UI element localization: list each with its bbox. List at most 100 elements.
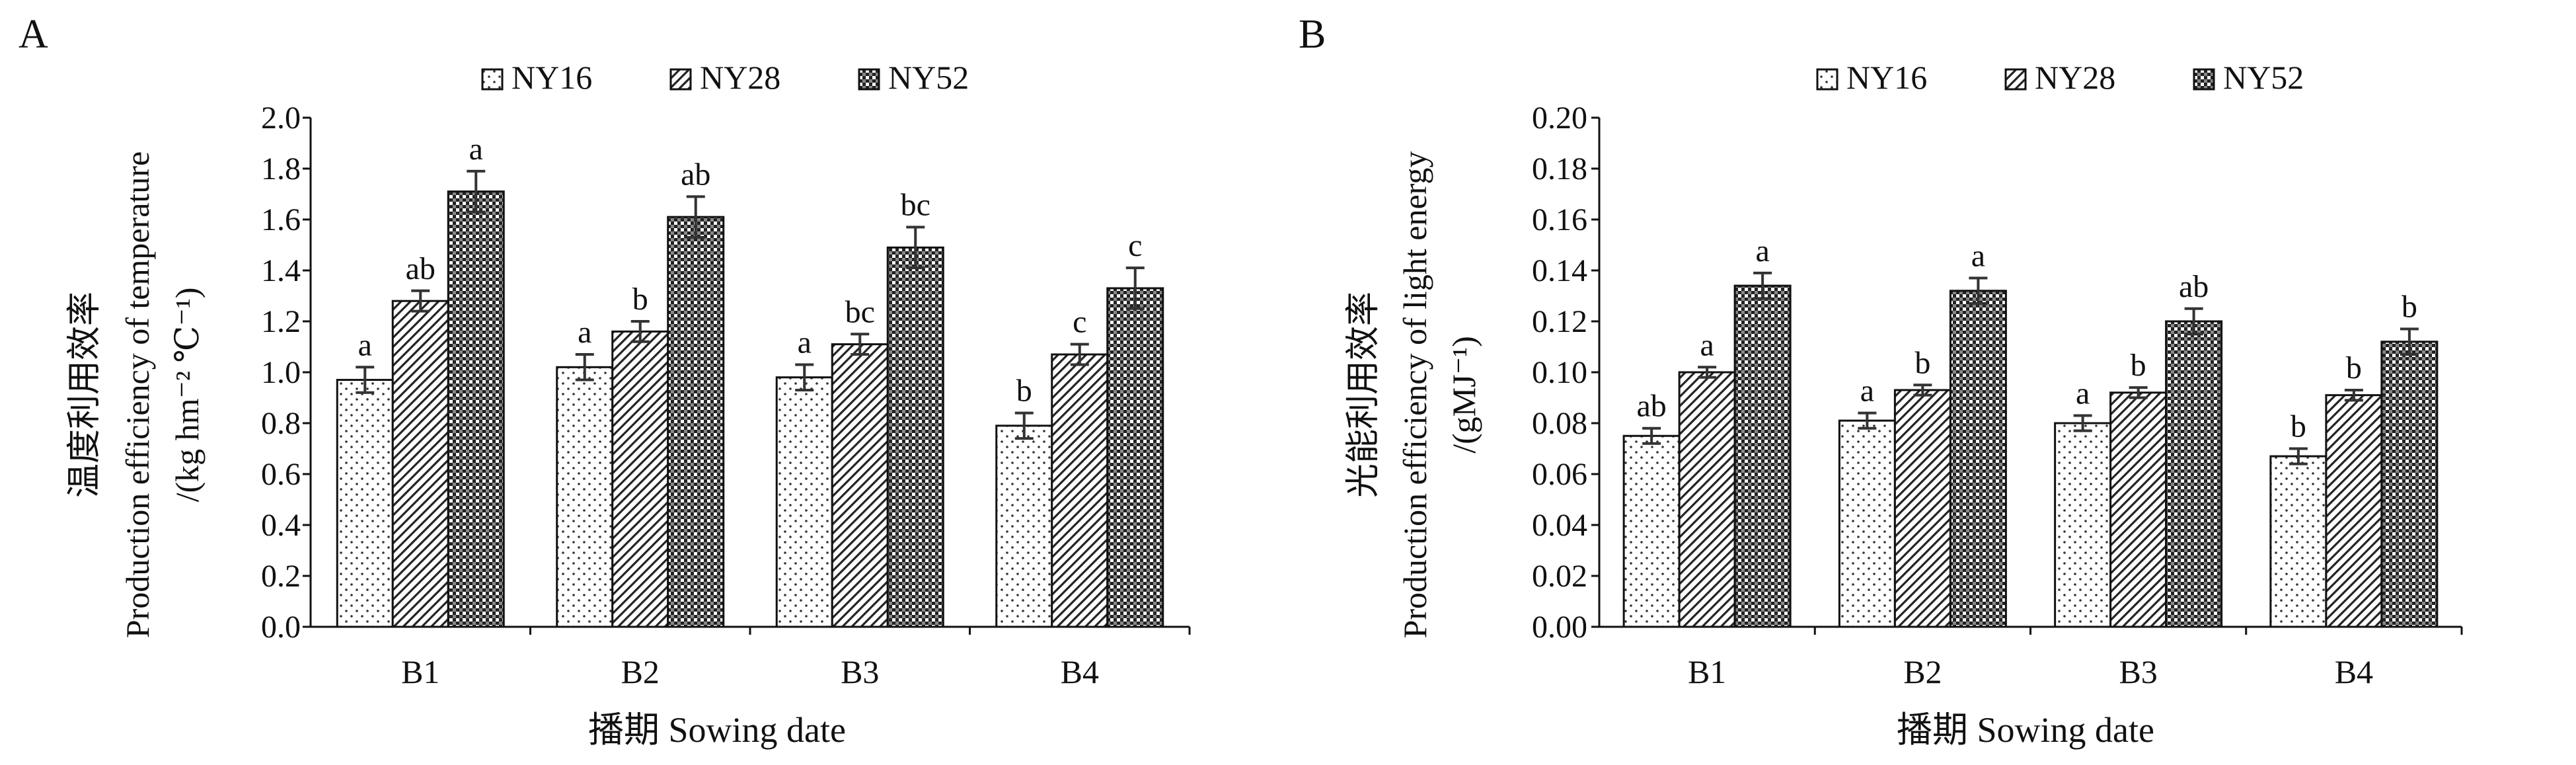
y-tick-label: 0.02 <box>1532 559 1587 594</box>
x-tick-label: B1 <box>1688 653 1726 690</box>
significance-label: ab <box>1636 389 1666 424</box>
bar <box>886 246 944 628</box>
x-tick-label: B2 <box>1903 653 1942 690</box>
legend-label: NY28 <box>700 59 780 96</box>
bar <box>2054 422 2112 628</box>
legend-swatch <box>669 68 692 91</box>
legend-label: NY16 <box>511 59 592 96</box>
bar <box>336 379 394 628</box>
significance-label: ab <box>406 251 436 286</box>
y-axis-title: 光能利用效率 Production efficiency of light en… <box>1345 151 1482 639</box>
significance-label: a <box>358 327 372 362</box>
x-tick-label: B1 <box>401 653 439 690</box>
plot-area: 0.00 0.02 0.04 0.06 0.08 0.10 0.12 0.14 0.16 0.18… <box>1532 101 2463 690</box>
significance-label: ab <box>2179 269 2209 304</box>
x-axis-title: 播期 Sowing date <box>1897 710 2154 750</box>
legend-swatch <box>481 68 504 91</box>
y-axis-title-unit: /(gMJ⁻¹) <box>1445 336 1482 454</box>
y-tick-label: 2.0 <box>261 101 301 136</box>
significance-label: a <box>2076 376 2090 411</box>
significance-label: a <box>1860 374 1874 409</box>
bar <box>556 366 614 628</box>
legend: NY16 NY28 NY52 <box>1816 59 2304 96</box>
bar <box>2165 320 2223 628</box>
significance-label: b <box>1914 345 1930 380</box>
y-tick-label: 0.0 <box>261 610 301 645</box>
bar <box>2325 394 2383 628</box>
y-tick-label: 0.4 <box>261 508 301 543</box>
legend-label: NY52 <box>888 59 969 96</box>
significance-label: a <box>1971 239 1985 274</box>
significance-label: a <box>469 132 483 167</box>
bar <box>611 330 669 628</box>
significance-label: a <box>1755 233 1769 268</box>
y-tick-label: 0.04 <box>1532 508 1587 543</box>
significance-label: c <box>1073 305 1086 340</box>
legend-swatch <box>1816 68 1838 91</box>
legend-label: NY28 <box>2035 59 2115 96</box>
bar <box>2109 391 2168 628</box>
y-tick-label: 1.8 <box>261 151 301 186</box>
y-axis-title-en: Production efficiency of temperature <box>119 151 156 638</box>
x-axis-title: 播期 Sowing date <box>588 710 846 750</box>
bar <box>1893 389 1951 628</box>
bar <box>667 216 725 628</box>
panel-label: B <box>1299 12 1326 57</box>
x-tick-label: B3 <box>2119 653 2157 690</box>
x-tick-label: B3 <box>841 653 879 690</box>
x-tick-label: B4 <box>1061 653 1099 690</box>
significance-label: b <box>2291 409 2306 444</box>
bar <box>2380 341 2439 628</box>
significance-label: c <box>1128 228 1142 263</box>
y-tick-label: 0.16 <box>1532 202 1587 237</box>
bar <box>447 190 505 628</box>
bar <box>1733 284 1792 628</box>
chart-panel-a: A 温度利用效率 Production efficiency of temper… <box>19 12 1191 750</box>
bar <box>775 376 833 628</box>
chart-panel-b: B 光能利用效率 Production efficiency of light … <box>1299 12 2463 750</box>
y-axis-title-cn: 光能利用效率 <box>1345 292 1383 498</box>
y-tick-label: 0.08 <box>1532 406 1587 441</box>
bar <box>1106 287 1164 628</box>
bar <box>2269 455 2328 628</box>
x-tick-label: B4 <box>2335 653 2373 690</box>
bar <box>1678 371 1736 628</box>
y-axis-title-unit: /(kg hm⁻² ℃⁻¹) <box>169 288 206 503</box>
y-tick-label: 0.06 <box>1532 457 1587 492</box>
plot-area: 0.00.20.40.60.81.01.21.41.61.82.0B1aabaB… <box>261 101 1191 690</box>
bar <box>1051 353 1109 628</box>
y-tick-label: 0.20 <box>1532 101 1587 136</box>
panel-label: A <box>19 12 48 57</box>
legend-swatch <box>858 68 880 91</box>
y-tick-label: 1.0 <box>261 355 301 390</box>
y-tick-label: 0.6 <box>261 457 301 492</box>
legend-label: NY16 <box>1846 59 1927 96</box>
y-tick-label: 0.2 <box>261 559 301 594</box>
y-tick-label: 1.6 <box>261 202 301 237</box>
bar <box>995 424 1053 628</box>
y-tick-label: 0.12 <box>1532 304 1587 339</box>
significance-label: a <box>798 325 812 360</box>
significance-label: b <box>632 282 648 317</box>
bar <box>1622 434 1681 628</box>
significance-label: ab <box>681 157 710 192</box>
bar <box>831 343 889 628</box>
y-axis-title: 温度利用效率 Production efficiency of temperat… <box>66 151 206 638</box>
significance-label: b <box>2402 290 2417 325</box>
bar <box>1838 419 1896 628</box>
significance-label: b <box>2131 348 2146 383</box>
legend-label: NY52 <box>2223 59 2304 96</box>
legend-swatch <box>2193 68 2215 91</box>
y-axis-title-en: Production efficiency of light energy <box>1396 151 1433 639</box>
bar <box>391 300 449 628</box>
y-tick-label: 0.10 <box>1532 355 1587 390</box>
x-tick-label: B2 <box>621 653 660 690</box>
y-tick-label: 0.18 <box>1532 151 1587 186</box>
significance-label: b <box>2346 350 2362 385</box>
significance-label: a <box>578 315 591 350</box>
legend: NY16 NY28 NY52 <box>481 59 969 96</box>
y-tick-label: 0.14 <box>1532 253 1587 288</box>
legend-swatch <box>2004 68 2027 91</box>
significance-label: bc <box>845 294 875 329</box>
